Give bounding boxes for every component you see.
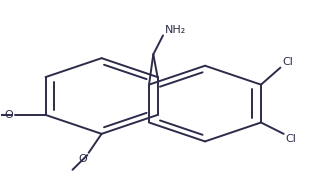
Text: NH₂: NH₂ <box>165 25 186 35</box>
Text: Cl: Cl <box>282 57 293 67</box>
Text: Cl: Cl <box>285 134 296 144</box>
Text: O: O <box>78 154 87 164</box>
Text: O: O <box>5 110 13 120</box>
